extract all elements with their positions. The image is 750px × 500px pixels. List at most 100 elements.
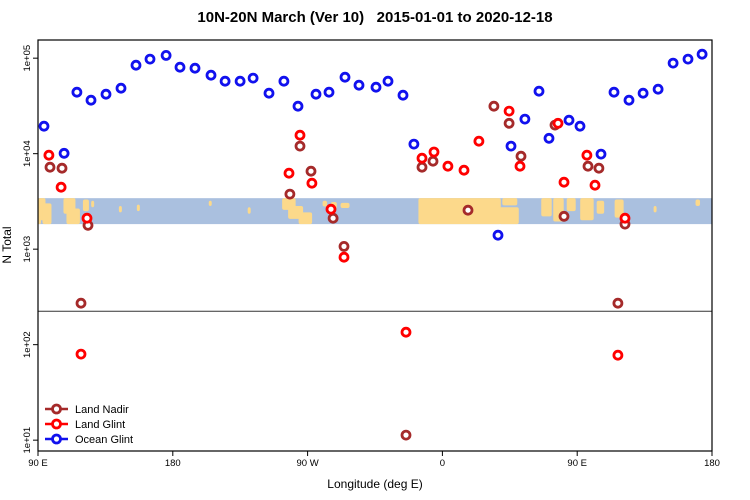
data-point <box>428 146 440 158</box>
data-point <box>219 75 231 87</box>
data-point <box>189 62 201 74</box>
legend-marker-icon <box>51 418 62 430</box>
data-point <box>462 204 474 216</box>
data-point <box>325 203 337 215</box>
data-point <box>416 161 428 173</box>
data-point <box>533 85 545 97</box>
land-block <box>247 207 251 214</box>
data-point <box>278 75 290 87</box>
data-point <box>623 94 635 106</box>
land-block <box>596 200 605 214</box>
axes-layer: 90 E 180 90 W 0 90 E 180 1e+01 1e+02 1e+03 1e+04 1… <box>22 39 720 469</box>
series-land-glint <box>43 105 631 361</box>
data-point <box>612 349 624 361</box>
data-point <box>558 176 570 188</box>
data-point <box>400 326 412 338</box>
legend-item-land-glint: Land Glint <box>45 418 125 431</box>
data-point <box>327 212 339 224</box>
x-tick-label: 180 <box>165 458 181 469</box>
chart-title: 10N-20N March (Ver 10) 2015-01-01 to 202… <box>197 9 552 26</box>
data-point <box>247 72 259 84</box>
land-block <box>136 204 140 212</box>
data-point <box>503 117 515 129</box>
data-point <box>305 165 317 177</box>
data-point <box>652 83 664 95</box>
data-point <box>552 117 564 129</box>
data-point <box>473 135 485 147</box>
data-point <box>144 53 156 65</box>
land-block <box>653 205 657 213</box>
data-point <box>75 297 87 309</box>
series-ocean-glint <box>38 48 708 241</box>
data-point <box>75 348 87 360</box>
y-tick-label: 1e+05 <box>22 45 33 72</box>
land-block <box>580 198 594 221</box>
data-point <box>543 132 555 144</box>
data-point <box>323 86 335 98</box>
data-point <box>593 162 605 174</box>
data-point <box>130 59 142 71</box>
data-point <box>205 69 217 81</box>
series-land-nadir <box>44 100 631 441</box>
data-point <box>160 50 172 61</box>
data-point <box>696 48 708 60</box>
legend-label: Land Nadir <box>75 404 129 416</box>
land-block <box>322 200 328 207</box>
data-point <box>682 53 694 65</box>
land-block <box>38 216 41 225</box>
land-block <box>208 200 212 206</box>
ocean-strip <box>38 198 712 225</box>
data-point <box>582 160 594 172</box>
legend: Land Nadir Land Glint Ocean Glint <box>45 403 133 446</box>
data-point <box>488 100 500 112</box>
land-block <box>42 203 52 225</box>
data-point <box>558 210 570 222</box>
legend-label: Land Glint <box>75 419 125 431</box>
data-point <box>353 79 365 91</box>
data-point <box>283 167 295 179</box>
legend-marker-icon <box>51 433 62 445</box>
legend-label: Ocean Glint <box>75 434 133 446</box>
data-point <box>612 297 624 309</box>
data-point <box>416 152 428 164</box>
data-point <box>292 100 304 112</box>
data-point <box>284 188 296 200</box>
data-point <box>71 86 83 98</box>
x-axis-label: Longitude (deg E) <box>327 477 422 491</box>
data-point <box>563 114 575 126</box>
data-point <box>234 75 246 87</box>
data-point <box>294 129 306 141</box>
legend-item-land-nadir: Land Nadir <box>45 403 129 416</box>
data-point <box>56 162 68 174</box>
data-point <box>589 179 601 191</box>
plot-border <box>37 39 713 452</box>
data-point <box>503 105 515 117</box>
data-point <box>338 240 350 252</box>
land-block <box>118 205 122 213</box>
data-point <box>397 89 409 101</box>
data-point <box>637 87 649 99</box>
y-tick-label: 1e+01 <box>22 427 33 454</box>
data-point <box>85 94 97 106</box>
y-tick-label: 1e+02 <box>22 331 33 358</box>
data-points-layer <box>38 48 708 441</box>
data-point <box>115 82 127 94</box>
x-tick-label: 90 E <box>567 458 587 469</box>
x-tick-label: 90 E <box>28 458 48 469</box>
data-point <box>608 86 620 98</box>
data-point <box>574 120 586 132</box>
data-point <box>370 81 382 93</box>
data-point <box>382 75 394 87</box>
land-block <box>695 199 701 206</box>
legend-item-ocean-glint: Ocean Glint <box>45 433 133 446</box>
data-point <box>442 160 454 172</box>
data-point <box>100 88 112 100</box>
data-point <box>505 140 517 152</box>
y-axis-label: N Total <box>0 226 14 263</box>
land-block <box>66 208 80 225</box>
data-point <box>294 140 306 152</box>
data-point <box>306 177 318 189</box>
land-block <box>91 200 95 208</box>
